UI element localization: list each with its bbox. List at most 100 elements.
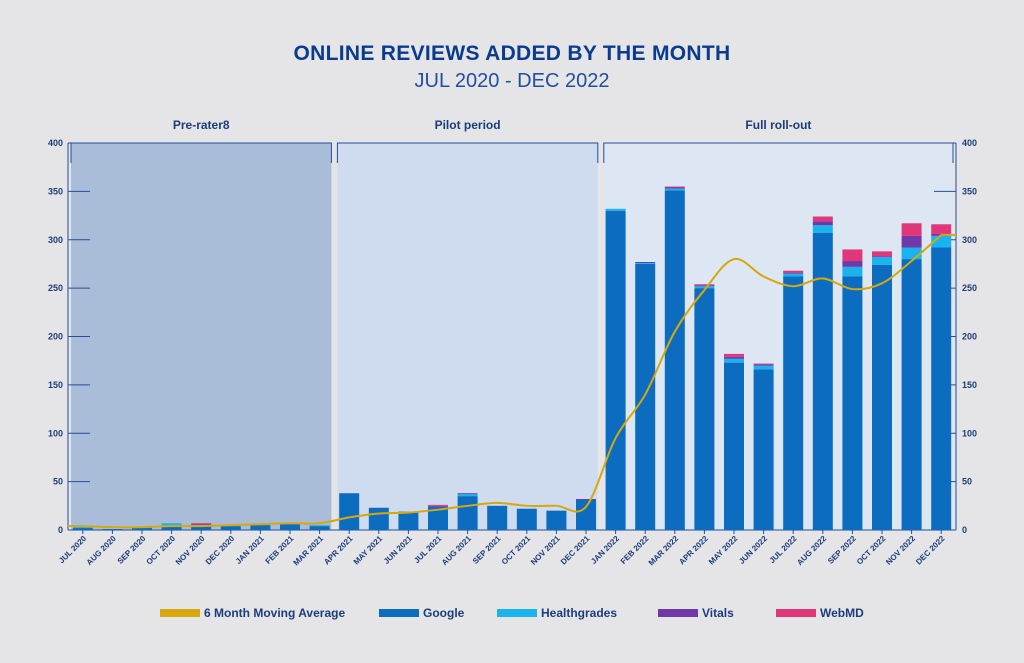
bar-google-8 xyxy=(309,526,330,530)
bar-vitals-25 xyxy=(812,221,833,226)
bar-vitals-28 xyxy=(901,235,922,248)
x-tick-label-28: NOV 2022 xyxy=(884,534,917,567)
x-tick-label-27: OCT 2022 xyxy=(855,534,888,567)
bar-webmd-25 xyxy=(812,216,833,222)
period-label-0: Pre-rater8 xyxy=(173,118,230,132)
y-tick-label-right-0: 0 xyxy=(962,525,967,535)
legend-label-2: Healthgrades xyxy=(541,606,617,620)
bar-webmd-26 xyxy=(842,249,863,262)
period-bracket-2 xyxy=(603,142,954,163)
period-region-1 xyxy=(337,143,598,530)
bar-google-29 xyxy=(931,247,952,531)
legend-label-1: Google xyxy=(423,606,465,620)
bar-google-21 xyxy=(694,288,715,530)
bar-google-19 xyxy=(635,263,656,530)
x-tick-label-5: DEC 2020 xyxy=(204,534,237,567)
bar-vitals-26 xyxy=(842,261,863,267)
x-tick-label-16: NOV 2021 xyxy=(529,534,562,567)
bar-google-28 xyxy=(901,259,922,530)
x-tick-label-15: OCT 2021 xyxy=(500,534,533,567)
x-tick-label-11: JUN 2021 xyxy=(382,534,414,566)
chart-title: ONLINE REVIEWS ADDED BY THE MONTH xyxy=(294,42,731,65)
bar-webmd-20 xyxy=(664,186,685,188)
bar-healthgrades-27 xyxy=(872,257,892,265)
y-tick-label-right-8: 400 xyxy=(962,138,977,148)
bar-google-9 xyxy=(339,493,360,530)
legend-swatch-2 xyxy=(497,609,537,617)
bar-google-12 xyxy=(428,506,448,530)
bar-google-16 xyxy=(546,510,567,530)
bar-vitals-12 xyxy=(428,505,448,507)
y-tick-label-left-1: 50 xyxy=(53,477,63,487)
bar-vitals-22 xyxy=(724,356,744,359)
y-tick-label-right-4: 200 xyxy=(962,332,977,342)
bar-google-4 xyxy=(191,526,212,530)
bar-google-23 xyxy=(753,369,774,530)
bar-google-0 xyxy=(72,528,93,530)
legend-swatch-4 xyxy=(776,609,816,617)
y-tick-label-left-6: 300 xyxy=(48,235,63,245)
bar-google-2 xyxy=(132,528,152,530)
x-tick-label-9: APR 2021 xyxy=(322,534,355,567)
x-tick-label-22: MAY 2022 xyxy=(707,534,740,567)
bar-google-14 xyxy=(487,505,508,530)
y-tick-label-left-8: 400 xyxy=(48,138,63,148)
legend-label-0: 6 Month Moving Average xyxy=(204,606,345,620)
bar-google-27 xyxy=(872,264,892,530)
y-tick-label-left-0: 0 xyxy=(58,525,63,535)
bar-webmd-12 xyxy=(428,504,448,506)
y-tick-label-right-3: 150 xyxy=(962,380,977,390)
y-tick-label-left-7: 350 xyxy=(48,186,63,196)
y-tick-label-left-4: 200 xyxy=(48,332,63,342)
bar-webmd-21 xyxy=(694,284,715,286)
period-bracket-0 xyxy=(70,142,332,163)
bar-vitals-20 xyxy=(664,187,685,189)
bar-vitals-13 xyxy=(457,493,478,495)
bar-vitals-19 xyxy=(635,262,656,263)
bar-healthgrades-24 xyxy=(783,273,804,277)
moving-average-line xyxy=(82,234,942,529)
y-tick-label-right-5: 250 xyxy=(962,283,977,293)
bar-google-26 xyxy=(842,276,863,530)
bar-healthgrades-25 xyxy=(812,225,833,233)
bar-webmd-4 xyxy=(191,523,212,525)
y-tick-label-right-6: 300 xyxy=(962,235,977,245)
bar-webmd-23 xyxy=(753,363,774,365)
bar-healthgrades-8 xyxy=(309,525,330,527)
x-tick-label-13: AUG 2021 xyxy=(440,534,473,567)
bar-vitals-4 xyxy=(191,524,212,526)
x-tick-label-21: APR 2022 xyxy=(677,534,710,567)
bar-healthgrades-28 xyxy=(901,247,922,260)
x-tick-label-14: SEP 2021 xyxy=(471,534,503,566)
bar-google-6 xyxy=(250,525,271,530)
bar-healthgrades-13 xyxy=(457,494,478,497)
period-region-2 xyxy=(603,143,953,530)
period-regions: Pre-rater8 Pilot period Full roll-out xyxy=(70,118,954,530)
bar-healthgrades-23 xyxy=(753,365,774,370)
legend-swatch-1 xyxy=(379,609,419,617)
bar-webmd-27 xyxy=(872,251,892,257)
bar-vitals-17 xyxy=(576,499,596,501)
bar-google-3 xyxy=(161,526,182,530)
bar-healthgrades-19 xyxy=(635,262,656,264)
bar-vitals-27 xyxy=(872,256,892,258)
bar-google-18 xyxy=(605,210,626,530)
x-tick-label-29: DEC 2022 xyxy=(914,534,947,567)
bar-webmd-29 xyxy=(931,224,952,234)
moving-average-layer xyxy=(68,233,956,529)
bar-google-13 xyxy=(457,496,478,530)
x-tick-label-10: MAY 2021 xyxy=(352,534,385,567)
x-tick-label-17: DEC 2021 xyxy=(559,534,592,567)
bar-google-10 xyxy=(368,507,389,530)
y-tick-label-left-3: 150 xyxy=(48,380,63,390)
period-label-1: Pilot period xyxy=(435,118,501,132)
x-tick-label-25: AUG 2022 xyxy=(795,534,828,567)
legend-swatch-3 xyxy=(658,609,698,617)
bar-google-5 xyxy=(220,526,241,530)
bar-vitals-21 xyxy=(694,285,715,287)
period-region-0 xyxy=(71,143,332,530)
x-tick-label-2: SEP 2020 xyxy=(116,534,148,566)
legend-swatch-0 xyxy=(160,609,200,617)
bar-google-24 xyxy=(783,276,804,530)
